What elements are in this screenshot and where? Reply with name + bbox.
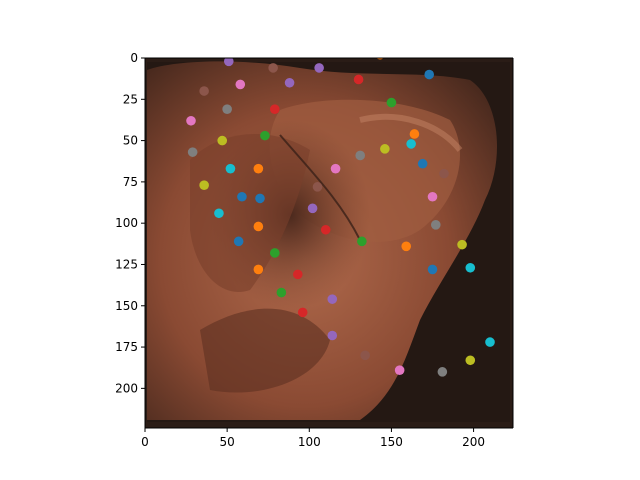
y-tick-label: 100 — [115, 216, 138, 230]
axes — [144, 57, 514, 429]
scatter-point — [269, 248, 280, 258]
x-tick-label: 0 — [141, 435, 149, 449]
x-tick-label: 150 — [380, 435, 403, 449]
x-tick-label: 50 — [220, 435, 235, 449]
scatter-point — [186, 115, 196, 126]
scatter-point — [355, 150, 366, 161]
scatter-point — [214, 208, 224, 219]
scatter-point — [409, 129, 420, 139]
scatter-point — [430, 220, 441, 230]
x-tick-label: 200 — [462, 435, 485, 449]
scatter-point — [327, 330, 338, 341]
scatter-point — [255, 193, 265, 204]
scatter-point — [223, 58, 234, 67]
scatter-point — [253, 264, 264, 275]
scatter-point — [386, 97, 397, 108]
scatter-point — [427, 264, 438, 275]
scatter-point — [437, 367, 448, 377]
scatter-point — [357, 236, 367, 247]
scatter-point — [307, 203, 318, 214]
scatter-point — [276, 287, 287, 298]
scatter-point — [253, 163, 264, 174]
scatter-point — [465, 355, 476, 366]
scatter-point — [235, 79, 246, 90]
ear-photo — [145, 58, 513, 428]
y-tick-label: 125 — [115, 257, 138, 271]
scatter-point — [292, 269, 303, 280]
scatter-point — [427, 191, 438, 202]
scatter-point — [260, 130, 270, 141]
scatter-point — [394, 365, 405, 375]
scatter-point — [353, 74, 364, 85]
scatter-point — [268, 63, 278, 73]
scatter-point — [401, 241, 412, 252]
scatter-point — [457, 239, 467, 250]
scatter-point — [187, 147, 198, 157]
scatter-point — [485, 337, 495, 347]
scatter-point — [297, 307, 308, 318]
scatter-point — [312, 182, 323, 192]
scatter-point — [439, 168, 449, 179]
scatter-point — [360, 350, 370, 361]
scatter-point — [217, 135, 228, 146]
y-tick-label: 0 — [130, 51, 138, 65]
plot-markers — [186, 58, 495, 377]
scatter-point — [233, 236, 244, 247]
scatter-point — [320, 224, 331, 235]
scatter-point — [222, 104, 232, 115]
scatter-point — [330, 163, 341, 174]
scatter-point — [284, 77, 295, 88]
scatter-point — [417, 158, 428, 169]
scatter-point — [269, 104, 280, 115]
x-tick-label: 100 — [298, 435, 321, 449]
x-ticks: 0 50 100 150 200 — [141, 428, 485, 449]
scatter-point — [199, 180, 209, 190]
y-tick-label: 150 — [115, 299, 138, 313]
scatter-point — [253, 221, 264, 232]
y-tick-label: 50 — [123, 134, 138, 148]
scatter-point — [406, 139, 416, 149]
scatter-point — [424, 69, 435, 80]
scatter-point — [465, 262, 476, 273]
scatter-point — [199, 86, 209, 96]
y-ticks: 0 25 50 75 100 125 150 175 200 — [115, 51, 145, 395]
y-tick-label: 75 — [123, 175, 138, 189]
y-tick-label: 25 — [123, 92, 138, 106]
y-tick-label: 175 — [115, 340, 138, 354]
scatter-point — [225, 163, 236, 174]
scatter-point — [237, 191, 247, 202]
scatter-point — [327, 294, 338, 304]
y-tick-label: 200 — [115, 381, 138, 395]
scatter-point — [314, 63, 324, 73]
scatter-point — [380, 144, 390, 154]
